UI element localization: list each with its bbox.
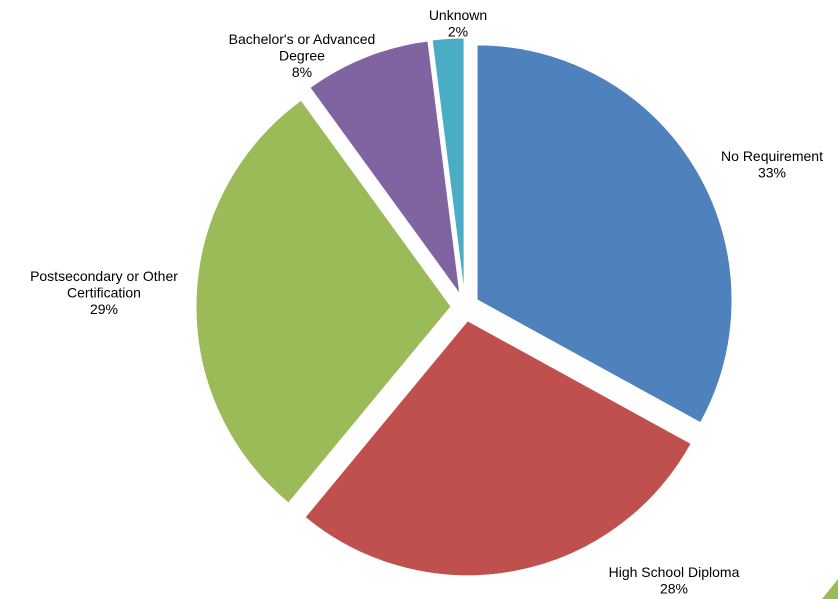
slice-name-line: Postsecondary or Other [30, 268, 178, 284]
slice-label-unknown: Unknown 2% [429, 7, 487, 40]
pie-slice-unknown [431, 37, 465, 294]
slice-name-line: High School Diploma [609, 564, 740, 580]
pie-slice-no-requirement [476, 44, 733, 424]
corner-decoration [822, 579, 838, 599]
slice-label-high-school-diploma: High School Diploma 28% [609, 564, 740, 597]
slice-name-line: No Requirement [721, 148, 823, 164]
pie-slice-bachelor-s-or-advanced-degree [309, 40, 461, 295]
slice-percent: 8% [292, 64, 312, 80]
pie-slice-postsecondary-or-other-certification [195, 99, 452, 504]
slice-label-bachelor-s-or-advanced-degree: Bachelor's or Advanced Degree 8% [229, 31, 376, 80]
slice-name-line: Unknown [429, 7, 487, 23]
slice-name-line: Degree [279, 48, 325, 64]
pie-slices [195, 37, 733, 577]
slice-percent: 29% [90, 301, 118, 317]
slice-name-line: Bachelor's or Advanced [229, 31, 376, 47]
slice-label-postsecondary-or-other-certification: Postsecondary or Other Certification 29% [30, 268, 178, 317]
slice-percent: 2% [448, 24, 468, 40]
slice-percent: 28% [660, 581, 688, 597]
slice-label-no-requirement: No Requirement 33% [721, 148, 823, 181]
pie-slice-high-school-diploma [304, 320, 692, 577]
slice-percent: 33% [758, 165, 786, 181]
slice-labels: No Requirement 33% High School Diploma 28% P… [30, 7, 823, 597]
slice-name-line: Certification [67, 285, 141, 301]
